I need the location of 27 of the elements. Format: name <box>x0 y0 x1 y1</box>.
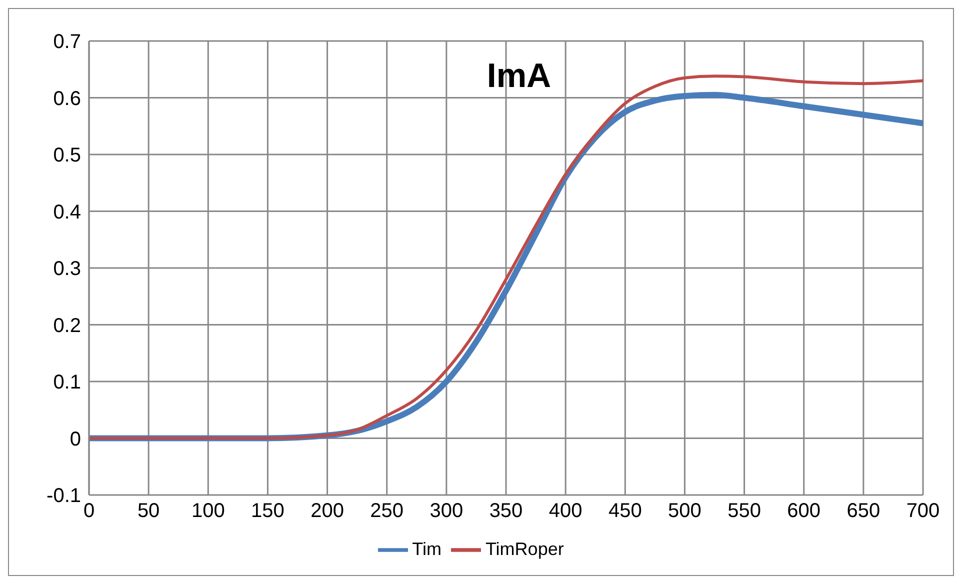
y-tick-label: -0.1 <box>46 485 81 508</box>
y-tick-label: 0.2 <box>53 314 81 337</box>
x-tick-label: 350 <box>489 500 523 522</box>
x-tick-label: 200 <box>310 500 344 522</box>
x-tick-label: 100 <box>191 500 225 522</box>
x-tick-label: 600 <box>787 500 821 522</box>
x-tick-label: 400 <box>548 500 582 522</box>
text: ImA <box>486 57 552 95</box>
y-tick-label: 0.6 <box>53 88 81 110</box>
x-tick-label: 700 <box>906 500 940 522</box>
x-tick-label: 150 <box>251 500 284 522</box>
x-tick-label: 650 <box>846 500 880 522</box>
x-tick-label: 0 <box>83 500 95 522</box>
y-tick-label: 0.5 <box>53 144 81 167</box>
x-tick-label: 500 <box>668 500 702 522</box>
x-tick-label: 250 <box>370 500 404 522</box>
y-tick-label: 0 <box>70 428 81 450</box>
x-tick-label: 450 <box>608 500 642 522</box>
x-tick-label: 50 <box>137 500 160 522</box>
y-tick-label: 0.7 <box>53 31 81 54</box>
x-tick-label: 300 <box>430 500 464 522</box>
y-tick-label: 0.4 <box>53 201 81 224</box>
x-tick-label: 550 <box>728 500 761 522</box>
legend-label: Tim <box>412 538 442 559</box>
y-tick-label: 0.3 <box>53 258 81 280</box>
legend-label: TimRoper <box>485 538 564 559</box>
y-tick-label: 0.1 <box>53 372 81 394</box>
